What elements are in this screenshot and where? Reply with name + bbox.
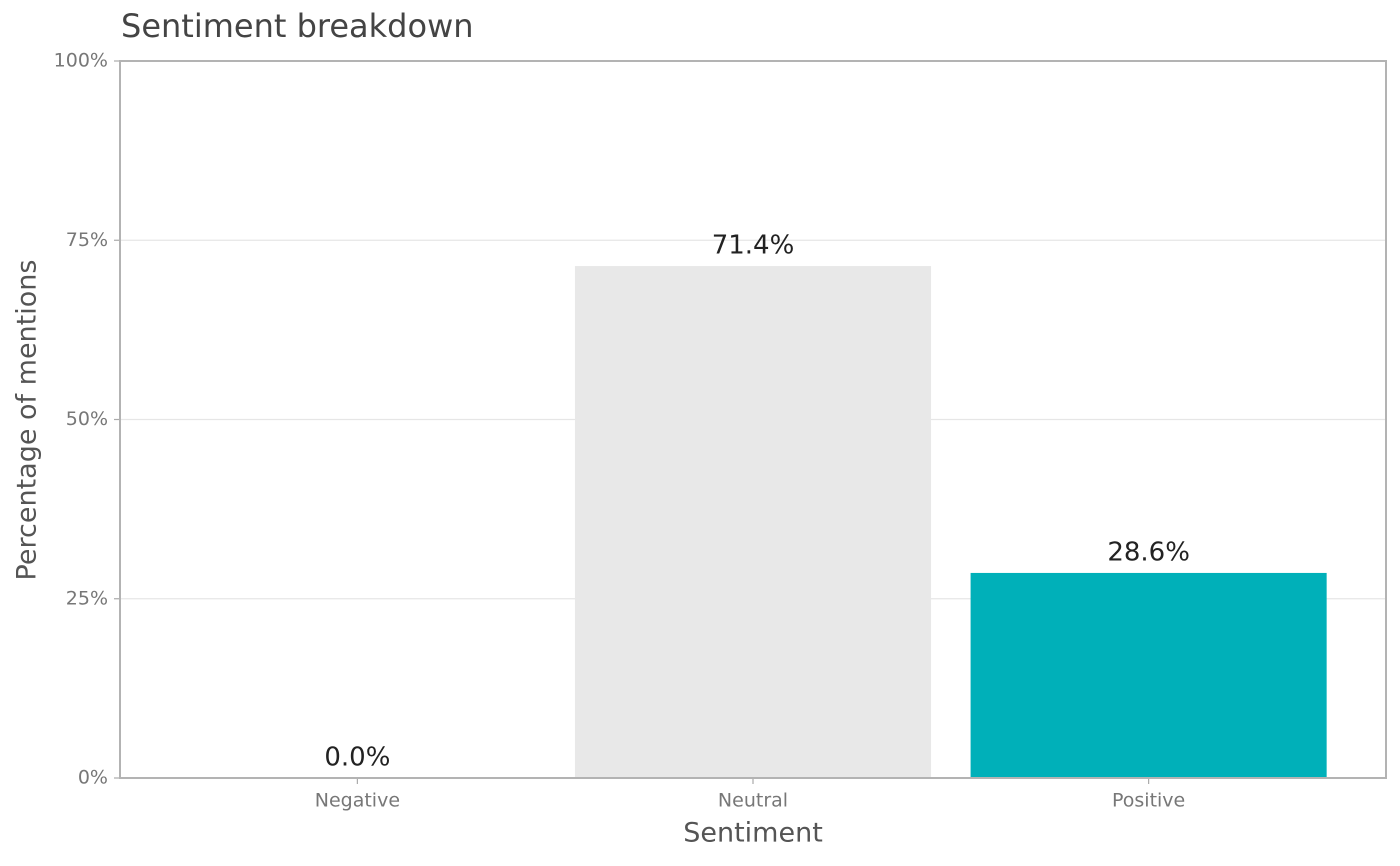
x-tick-label: Negative	[315, 790, 400, 812]
y-axis-label: Percentage of mentions	[12, 260, 43, 581]
bar	[574, 266, 932, 778]
y-tick-label: 0%	[78, 767, 108, 789]
chart-title: Sentiment breakdown	[121, 7, 474, 45]
data-label: 0.0%	[324, 743, 390, 773]
bar	[970, 572, 1327, 778]
y-tick-label: 100%	[54, 50, 108, 72]
x-tick-label: Positive	[1112, 790, 1185, 812]
x-axis-label: Sentiment	[683, 818, 823, 849]
y-tick-label: 25%	[66, 587, 108, 609]
panel-border	[119, 60, 1387, 779]
data-label: 28.6%	[1107, 537, 1190, 567]
y-tick-label: 50%	[66, 408, 108, 430]
x-tick-label: Neutral	[718, 790, 788, 812]
data-label: 71.4%	[712, 231, 795, 261]
y-tick-label: 75%	[66, 229, 108, 251]
